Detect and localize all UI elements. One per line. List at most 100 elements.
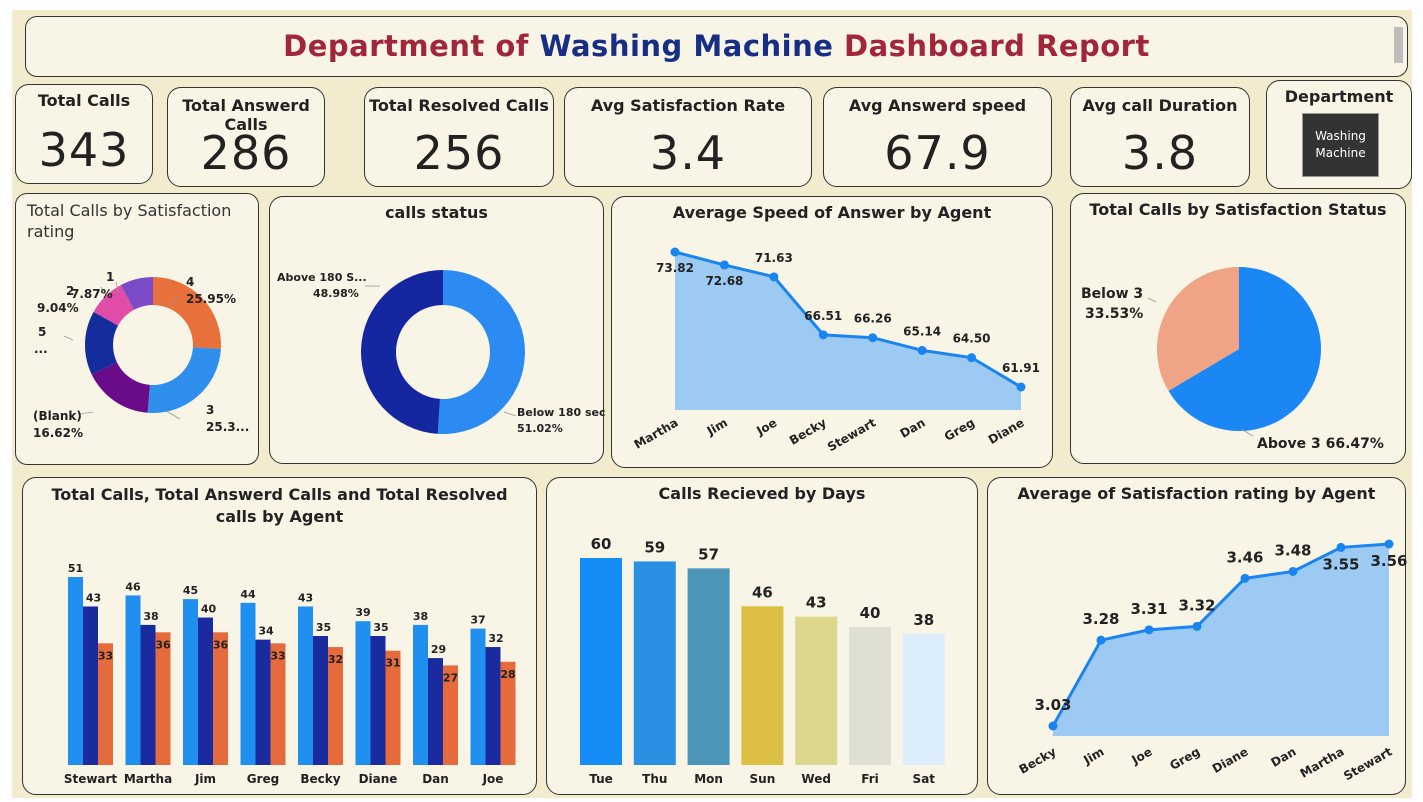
bar[interactable] (328, 647, 343, 765)
bar[interactable] (355, 621, 371, 765)
bar[interactable] (370, 635, 386, 765)
data-point[interactable] (769, 272, 779, 282)
slice-rating-blank[interactable] (91, 362, 150, 413)
x-tick-label: Stewart (1341, 744, 1394, 783)
x-tick-label: Stewart (825, 415, 878, 454)
bar[interactable] (98, 643, 113, 765)
slice-rating-1[interactable] (120, 277, 153, 310)
bar-label: 60 (591, 535, 612, 553)
data-point[interactable] (1336, 542, 1346, 552)
data-label: 66.51 (804, 309, 842, 323)
data-point[interactable] (1016, 382, 1026, 392)
title-part-dashboard-report: Dashboard Report (844, 29, 1150, 63)
bar[interactable] (849, 627, 891, 765)
slice-rating-4[interactable] (153, 277, 221, 350)
data-label: 3.28 (1082, 610, 1119, 628)
data-label: 64.50 (953, 332, 991, 346)
bar[interactable] (500, 661, 516, 765)
slice-rating-2[interactable] (93, 285, 135, 326)
bar-label: 28 (500, 668, 515, 681)
bar-label: 57 (698, 545, 719, 563)
slice-rating-5[interactable] (85, 311, 119, 375)
x-tick-label: Wed (801, 772, 831, 786)
slice-below-3[interactable] (1157, 267, 1239, 391)
slice-below-180-sec[interactable] (437, 270, 526, 434)
bar[interactable] (633, 561, 676, 765)
scrollbar-thumb[interactable] (1394, 27, 1403, 63)
slice-above-180-sec[interactable] (361, 270, 443, 434)
department-washing-machine-button[interactable]: Washing Machine (1302, 113, 1379, 177)
bar-label: 33 (98, 649, 113, 662)
x-tick-label: Dan (422, 772, 449, 786)
bar[interactable] (443, 665, 458, 765)
bar[interactable] (795, 616, 838, 765)
data-point[interactable] (719, 260, 729, 270)
x-tick-label: Martha (124, 772, 172, 786)
bar[interactable] (298, 606, 313, 765)
data-point[interactable] (818, 330, 828, 340)
data-point[interactable] (1288, 566, 1298, 576)
bar[interactable] (213, 632, 228, 765)
data-point[interactable] (1048, 721, 1058, 731)
bar-label: 38 (143, 610, 158, 623)
kpi-avg-satisfaction-rate: Avg Satisfaction Rate 3.4 (564, 87, 812, 187)
bar-label: 43 (86, 591, 101, 604)
bar[interactable] (155, 632, 171, 765)
kpi-title: Total Answerd Calls (182, 96, 310, 134)
data-point[interactable] (917, 345, 927, 355)
bar[interactable] (270, 643, 286, 765)
data-label: 3.55 (1322, 555, 1359, 573)
satisfaction-status-card: Total Calls by Satisfaction Status Below… (1070, 193, 1406, 464)
bar[interactable] (68, 577, 83, 765)
bar-label: 27 (443, 671, 458, 684)
series-line (674, 250, 1022, 389)
kpi-value: 286 (200, 126, 292, 180)
data-point[interactable] (1240, 573, 1250, 583)
bar[interactable] (580, 558, 622, 765)
data-point[interactable] (1384, 539, 1394, 549)
bar[interactable] (485, 647, 501, 765)
bar[interactable] (470, 628, 486, 765)
bar[interactable] (198, 617, 213, 765)
bar[interactable] (902, 633, 945, 765)
x-tick-label: Jim (704, 415, 730, 438)
data-label: 3.32 (1178, 596, 1215, 614)
slice-rating-3[interactable] (147, 347, 221, 413)
x-tick-label: Jim (1080, 744, 1106, 767)
data-point[interactable] (1096, 635, 1106, 645)
bar[interactable] (255, 639, 271, 765)
data-point[interactable] (670, 247, 680, 257)
bar[interactable] (428, 658, 443, 765)
bar[interactable] (183, 599, 198, 765)
bar-label: 39 (355, 606, 370, 619)
bar[interactable] (313, 635, 328, 765)
data-point[interactable] (868, 333, 878, 343)
bar[interactable] (140, 624, 156, 765)
bar-label: 43 (298, 591, 313, 604)
bar[interactable] (240, 602, 256, 765)
bar[interactable] (125, 595, 141, 765)
kpi-title: Avg Satisfaction Rate (590, 96, 786, 115)
kpi-title: Total Calls (37, 91, 131, 110)
bar[interactable] (687, 568, 730, 765)
chart-title: Calls Recieved by Days (658, 484, 866, 503)
bar[interactable] (741, 606, 784, 765)
x-tick-label: Joe (482, 772, 504, 786)
area-fill (675, 252, 1021, 410)
data-point[interactable] (1144, 625, 1154, 635)
kpi-value: 3.8 (1121, 126, 1199, 180)
bar-label: 46 (752, 583, 773, 601)
satisfaction-rating-card: Total Calls by Satisfaction rating 4 25.… (15, 193, 259, 465)
bar-label: 32 (488, 632, 503, 645)
bar-label: 36 (213, 638, 229, 651)
label-rating-4-pct: 25.95% (186, 292, 236, 306)
bar[interactable] (83, 606, 98, 765)
data-label: 66.26 (854, 312, 892, 326)
bar[interactable] (413, 624, 428, 765)
data-point[interactable] (967, 353, 977, 363)
data-label: 65.14 (903, 324, 941, 338)
bar[interactable] (385, 650, 401, 765)
data-point[interactable] (1192, 621, 1202, 631)
slice-above-3[interactable] (1168, 267, 1321, 431)
